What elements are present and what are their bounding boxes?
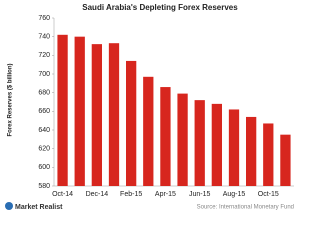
logo-icon <box>5 202 13 210</box>
y-tick-label: 620 <box>38 146 50 153</box>
y-axis-label: Forex Reserves ($ billion) <box>8 63 14 136</box>
chart: Saudi Arabia's Depleting Forex Reserves … <box>5 3 294 211</box>
bar <box>246 116 257 186</box>
bar <box>280 134 291 186</box>
bar <box>211 103 222 186</box>
bar <box>91 44 102 187</box>
x-tick-label: Aug-15 <box>223 191 246 198</box>
bar <box>160 87 171 186</box>
bar <box>126 60 137 186</box>
bar <box>177 93 188 186</box>
y-tick-label: 740 <box>38 34 50 41</box>
bar <box>263 123 274 186</box>
x-tick-label: Dec-14 <box>86 191 109 198</box>
bar <box>74 36 85 186</box>
x-tick-label: Apr-15 <box>155 191 176 198</box>
bar <box>57 34 68 186</box>
bar <box>228 109 240 186</box>
y-tick-label: 580 <box>38 183 50 190</box>
x-tick-label: Jun-15 <box>189 191 211 198</box>
y-tick-label: 600 <box>38 164 50 171</box>
bar <box>194 100 205 186</box>
brand: Market Realist <box>15 204 63 211</box>
bar <box>143 76 154 186</box>
y-tick-label: 700 <box>38 71 50 78</box>
bar <box>108 43 120 187</box>
x-tick-label: Feb-15 <box>120 191 142 198</box>
y-tick-label: 660 <box>38 108 50 115</box>
x-tick-label: Oct-15 <box>258 191 279 198</box>
x-tick-label: Oct-14 <box>52 191 73 198</box>
source: Source: International Monetary Fund <box>197 205 294 211</box>
y-tick-label: 680 <box>38 90 50 97</box>
y-tick-label: 640 <box>38 127 50 134</box>
chart-title: Saudi Arabia's Depleting Forex Reserves <box>82 3 238 12</box>
y-tick-label: 760 <box>38 15 50 22</box>
y-tick-label: 720 <box>38 52 50 59</box>
